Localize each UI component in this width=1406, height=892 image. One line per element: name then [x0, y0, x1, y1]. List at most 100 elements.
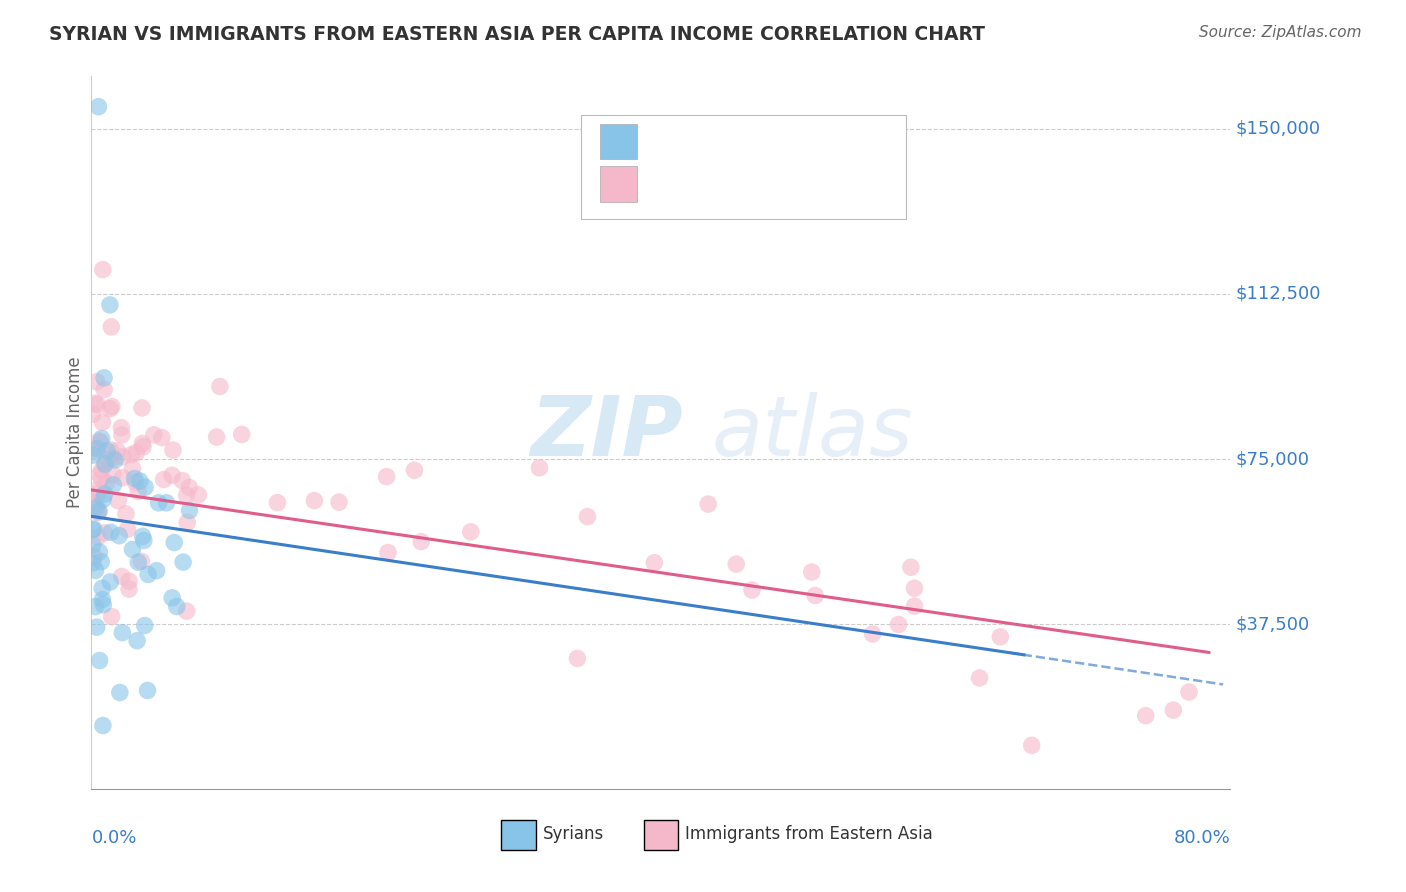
Point [741, 583, 763, 598]
Point [1161, 703, 1184, 717]
Point [86, 620, 108, 634]
Point [82, 496, 104, 510]
Point [86, 375, 108, 389]
Point [328, 495, 350, 509]
Point [124, 475, 146, 490]
Point [86, 500, 108, 514]
Point [82, 407, 104, 421]
Point [111, 569, 134, 583]
Point [100, 442, 122, 457]
Point [82, 495, 104, 509]
Point [86, 442, 108, 456]
Point [105, 443, 128, 458]
Point [125, 446, 148, 460]
Point [115, 507, 138, 521]
Text: 0.0%: 0.0% [91, 829, 136, 847]
Point [111, 471, 134, 485]
Text: R =: R = [650, 178, 688, 195]
Point [134, 618, 156, 632]
Point [176, 516, 198, 530]
Point [131, 401, 153, 415]
Point [148, 496, 170, 510]
Point [93, 525, 115, 540]
Point [87, 505, 110, 519]
FancyBboxPatch shape [600, 167, 637, 202]
Point [162, 443, 184, 458]
Point [152, 473, 174, 487]
Point [89, 654, 111, 668]
Point [160, 468, 183, 483]
Point [111, 625, 134, 640]
Point [903, 581, 925, 595]
Point [576, 509, 599, 524]
Point [84, 563, 107, 577]
Point [107, 493, 129, 508]
Point [82, 499, 104, 513]
Point [89, 467, 111, 482]
Point [83, 396, 105, 410]
Point [84, 500, 107, 515]
Point [150, 431, 173, 445]
Point [91, 582, 114, 596]
Point [108, 529, 131, 543]
Point [101, 400, 124, 414]
Point [127, 633, 149, 648]
Point [91, 598, 114, 612]
Point [567, 651, 589, 665]
Point [103, 451, 125, 466]
Point [643, 556, 665, 570]
Point [100, 319, 122, 334]
Point [411, 534, 433, 549]
Point [98, 574, 121, 589]
Point [96, 443, 118, 458]
Point [90, 463, 112, 477]
Point [97, 452, 120, 467]
Point [160, 591, 183, 605]
Text: R =: R = [650, 135, 688, 153]
Point [132, 440, 155, 454]
Point [111, 450, 134, 464]
Point [231, 427, 253, 442]
Point [1021, 739, 1043, 753]
Point [111, 428, 134, 442]
Point [134, 480, 156, 494]
Point [131, 554, 153, 568]
Point [166, 599, 188, 614]
Text: $37,500: $37,500 [1236, 615, 1310, 633]
Point [1178, 685, 1201, 699]
Point [124, 471, 146, 485]
Point [800, 565, 823, 579]
Point [100, 609, 122, 624]
Point [903, 599, 925, 614]
Point [804, 589, 827, 603]
Point [91, 262, 114, 277]
Point [90, 432, 112, 446]
Point [82, 441, 104, 455]
FancyBboxPatch shape [644, 820, 678, 850]
Point [172, 474, 194, 488]
Point [89, 435, 111, 450]
Point [127, 555, 149, 569]
Y-axis label: Per Capita Income: Per Capita Income [66, 357, 84, 508]
Point [900, 560, 922, 574]
Point [93, 457, 115, 471]
Point [94, 457, 117, 471]
Text: Source: ZipAtlas.com: Source: ZipAtlas.com [1198, 25, 1361, 40]
FancyBboxPatch shape [581, 115, 905, 219]
Point [91, 492, 114, 507]
Point [131, 436, 153, 450]
Text: 52: 52 [823, 135, 846, 153]
Point [82, 556, 104, 570]
Text: Syrians: Syrians [543, 825, 603, 843]
Point [87, 100, 110, 114]
Point [118, 582, 141, 596]
Point [205, 430, 228, 444]
Text: SYRIAN VS IMMIGRANTS FROM EASTERN ASIA PER CAPITA INCOME CORRELATION CHART: SYRIAN VS IMMIGRANTS FROM EASTERN ASIA P… [49, 25, 986, 44]
Text: N =: N = [780, 135, 820, 153]
Point [103, 478, 125, 492]
Point [304, 493, 326, 508]
Text: $150,000: $150,000 [1236, 120, 1322, 137]
Text: N =: N = [780, 178, 820, 195]
Point [96, 475, 118, 490]
Text: atlas: atlas [711, 392, 914, 473]
